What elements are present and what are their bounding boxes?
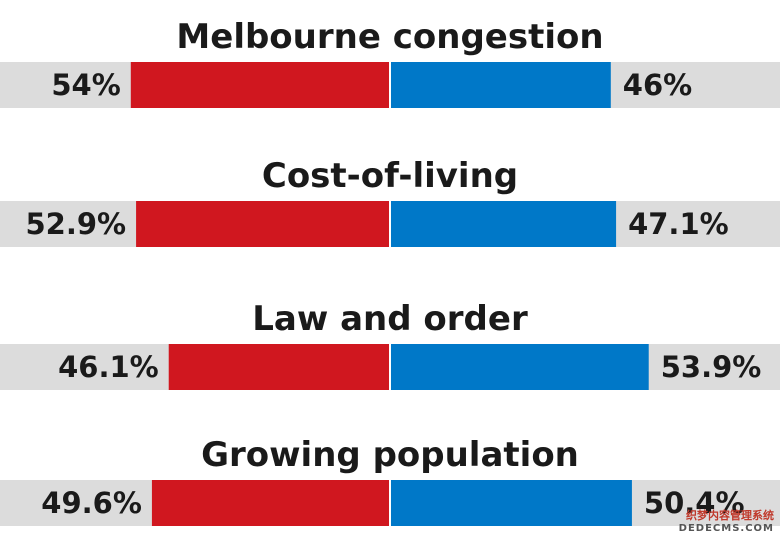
bar-right <box>390 344 649 390</box>
left-value-label: 54% <box>51 68 120 102</box>
group-title: Growing population <box>201 435 579 475</box>
watermark-line2: DEDECMS.COM <box>678 523 774 534</box>
right-value-label: 46% <box>623 68 692 102</box>
bar-left <box>151 480 390 526</box>
group-title: Law and order <box>252 299 528 339</box>
left-value-label: 52.9% <box>25 207 126 241</box>
watermark-line1: 织梦内容管理系统 <box>686 509 774 522</box>
group-title: Melbourne congestion <box>176 17 603 57</box>
bar-left <box>130 62 391 108</box>
bar-right <box>390 480 632 526</box>
bar-right <box>390 62 611 108</box>
right-value-label: 47.1% <box>628 207 729 241</box>
right-value-label: 50.4% <box>644 486 745 520</box>
watermark: 织梦内容管理系统 DEDECMS.COM <box>679 509 774 535</box>
bar-left <box>136 201 390 247</box>
right-value-label: 53.9% <box>661 350 762 384</box>
left-value-label: 46.1% <box>58 350 159 384</box>
bar-right <box>390 201 617 247</box>
group-title: Cost-of-living <box>262 156 518 196</box>
left-value-label: 49.6% <box>41 486 142 520</box>
bar-left <box>168 344 390 390</box>
